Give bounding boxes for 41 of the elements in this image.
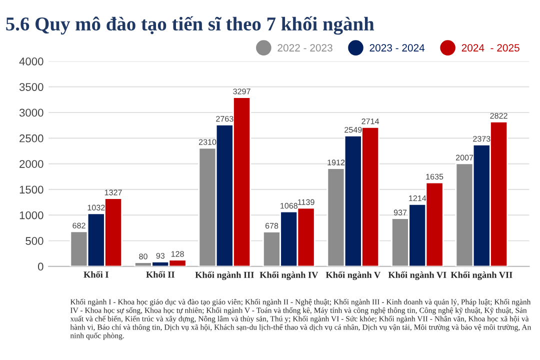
data-label: 2549 — [344, 126, 362, 133]
data-label: 3297 — [233, 88, 250, 94]
data-label: 1139 — [298, 199, 314, 205]
x-tick-label: Khối ngành III — [195, 271, 254, 280]
y-tick-label: 1500 — [20, 186, 44, 194]
y-tick-label: 1000 — [20, 211, 44, 220]
x-tick-label: Khối I — [84, 270, 108, 278]
y-tick-label: 500 — [26, 237, 44, 245]
x-tick-label: Khối ngành V — [326, 271, 380, 280]
y-tick-label: 2000 — [20, 160, 44, 168]
y-tick-label: 0 — [38, 262, 44, 271]
y-tick-label: 3000 — [19, 108, 44, 117]
legend-label: 2023 - 2024 — [370, 44, 425, 52]
legend-label: 2022 - 2023 — [278, 44, 332, 52]
data-label: 1635 — [426, 174, 444, 180]
data-label: 1068 — [280, 202, 298, 209]
data-label: 2310 — [198, 139, 216, 145]
data-label: 2822 — [490, 112, 508, 119]
data-label: 1032 — [88, 204, 105, 210]
x-tick-label: Khối ngành IV — [260, 271, 318, 280]
data-label: 2763 — [216, 116, 234, 122]
y-tick-label: 4000 — [19, 57, 44, 66]
data-label: 678 — [265, 222, 278, 229]
y-tick-label: 3500 — [19, 83, 44, 91]
x-tick-label: Khối ngành VII — [450, 271, 512, 280]
legend-label: 2024 - 2025 — [462, 44, 520, 52]
data-label: 2714 — [362, 118, 380, 124]
data-label: 682 — [72, 222, 86, 228]
data-label: 1327 — [104, 190, 122, 196]
data-label: 2373 — [473, 136, 490, 142]
data-label: 80 — [139, 254, 148, 260]
x-tick-label: Khối ngành VI — [388, 271, 446, 280]
data-label: 93 — [156, 252, 165, 259]
data-label: 1912 — [328, 160, 345, 166]
x-tick-label: Khối II — [146, 270, 174, 278]
data-label: 1214 — [409, 195, 426, 202]
chart-title: 5.6 Quy mô đào tạo tiến sĩ theo 7 khối ngành — [6, 16, 374, 35]
y-tick-label: 2500 — [20, 134, 44, 142]
data-label: 128 — [171, 251, 184, 257]
data-label: 937 — [394, 210, 407, 216]
data-label: 2007 — [456, 154, 474, 160]
